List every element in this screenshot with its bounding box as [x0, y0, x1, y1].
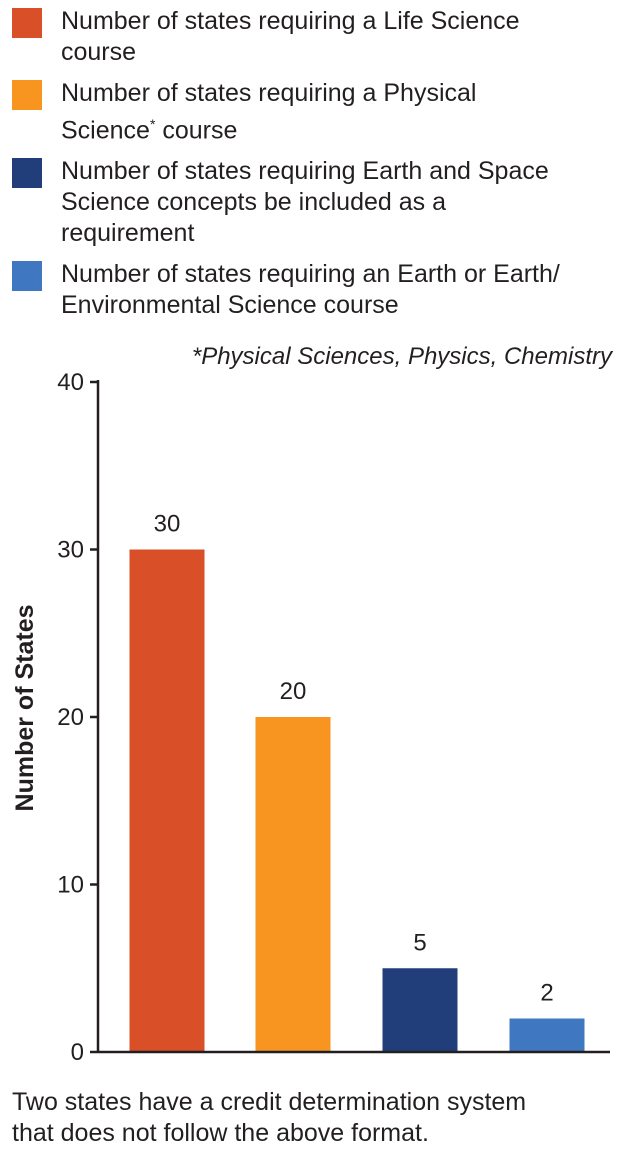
footnote-mark: * — [149, 116, 156, 132]
legend-label-line: Science* course — [61, 109, 632, 146]
legend-swatch — [12, 261, 42, 292]
legend-item-earth-space-concepts: Number of states requiring Earth and Spa… — [12, 156, 632, 249]
legend-label-line: Environmental Science course — [61, 291, 399, 320]
caption-line: Two states have a credit determination s… — [12, 1088, 527, 1116]
legend-label-line: requirement — [61, 219, 195, 248]
legend-label-line: Number of states requiring an Earth or E… — [61, 260, 560, 289]
legend-swatch — [12, 80, 42, 110]
bar — [255, 717, 331, 1052]
y-tick-label: 30 — [57, 537, 84, 564]
y-tick-label: 10 — [57, 872, 84, 899]
legend: Number of states requiring a Life Scienc… — [12, 6, 632, 331]
y-axis-title: Number of States — [11, 605, 39, 812]
caption-line: that does not follow the above format. — [12, 1119, 429, 1147]
bar — [509, 1018, 585, 1052]
bar — [129, 549, 205, 1052]
legend-label-line: course — [61, 38, 137, 66]
data-label: 2 — [540, 980, 553, 1007]
legend-item-earth-environmental: Number of states requiring an Earth or E… — [12, 259, 632, 321]
data-label: 5 — [413, 929, 426, 956]
bar — [382, 968, 458, 1052]
legend-item-physical-science: Number of states requiring a Physical Sc… — [12, 78, 632, 146]
legend-label-line: Science concepts be included as a — [61, 188, 446, 217]
legend-label-text: Science — [61, 116, 150, 145]
data-label: 30 — [154, 511, 181, 538]
legend-label-text: course — [155, 116, 238, 145]
legend-footnote: *Physical Sciences, Physics, Chemistry — [191, 343, 612, 370]
legend-label-line: Number of states requiring Earth and Spa… — [61, 157, 549, 186]
legend-swatch — [12, 8, 42, 38]
legend-label-line: Number of states requiring a Life Scienc… — [61, 7, 520, 35]
legend-item-life-science: Number of states requiring a Life Scienc… — [12, 6, 632, 68]
data-label: 20 — [280, 678, 307, 705]
y-tick-label: 20 — [57, 704, 84, 731]
chart-caption: Two states have a credit determination s… — [12, 1087, 622, 1149]
legend-swatch — [12, 158, 42, 189]
y-tick-label: 0 — [71, 1039, 84, 1066]
y-tick-label: 40 — [57, 369, 84, 396]
legend-label-line: Number of states requiring a Physical — [61, 79, 477, 107]
